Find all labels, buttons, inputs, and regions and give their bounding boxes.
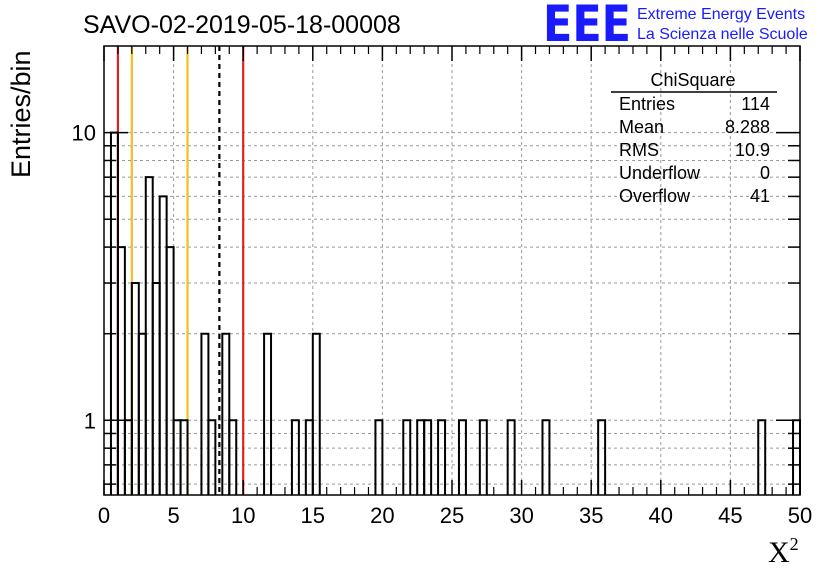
- stats-value: 0: [760, 163, 770, 183]
- histogram-bin: [290, 419, 300, 495]
- axis-ticks: [103, 46, 801, 495]
- eee-branding: EEE Extreme Energy Events La Scienza nel…: [543, 0, 808, 53]
- stats-value: 8.288: [725, 117, 770, 137]
- x-axis-label: X2: [768, 534, 799, 569]
- y-tick-label: 10: [72, 121, 96, 146]
- x-tick-label: 30: [509, 503, 533, 528]
- stats-value: 10.9: [735, 140, 770, 160]
- x-tick-label: 35: [579, 503, 603, 528]
- stats-label: Overflow: [619, 186, 691, 206]
- histogram-bin: [757, 419, 767, 495]
- histogram-bin: [597, 419, 607, 495]
- stats-title: ChiSquare: [650, 70, 735, 90]
- histogram-bin: [200, 332, 210, 495]
- stats-label: Underflow: [619, 163, 701, 183]
- eee-logo: EEE: [543, 0, 631, 53]
- histogram-bin: [541, 419, 551, 495]
- histogram-bin: [478, 419, 488, 495]
- histogram-bin: [374, 419, 384, 495]
- x-tick-label: 10: [231, 503, 255, 528]
- x-tick-label: 0: [98, 503, 110, 528]
- stats-label: RMS: [619, 140, 659, 160]
- histogram-bin: [207, 419, 217, 495]
- histogram-bin: [151, 282, 161, 495]
- histogram-bars: [109, 131, 801, 495]
- stats-label: Mean: [619, 117, 664, 137]
- histogram-bin: [179, 419, 189, 495]
- x-axis-label-superscript: 2: [790, 534, 799, 554]
- histogram-bin: [165, 246, 175, 495]
- stats-box: ChiSquare Entries 114 Mean 8.288 RMS 10.9 Unde…: [611, 70, 777, 206]
- x-axis-label-base: X: [768, 536, 790, 569]
- stats-label: Entries: [619, 94, 675, 114]
- x-tick-label: 40: [649, 503, 673, 528]
- x-tick-label: 45: [718, 503, 742, 528]
- histogram-bin: [263, 332, 273, 495]
- histogram-bin: [158, 195, 168, 495]
- y-axis-label: Entries/bin: [6, 50, 36, 178]
- histogram-bin: [437, 419, 447, 495]
- x-tick-label: 25: [440, 503, 464, 528]
- histogram-bin: [506, 419, 516, 495]
- x-tick-label: 5: [167, 503, 179, 528]
- axis-tick-labels: 0 5 10 15 20 25 30 35 40 45 50 1 10: [72, 121, 813, 528]
- stats-value: 41: [750, 186, 770, 206]
- y-tick-label: 1: [84, 408, 96, 433]
- branding-line-1: Extreme Energy Events: [637, 6, 805, 23]
- x-tick-label: 20: [370, 503, 394, 528]
- histogram-bin: [137, 332, 147, 495]
- chart-title: SAVO-02-2019-05-18-00008: [83, 11, 401, 39]
- histogram-bin: [402, 419, 412, 495]
- histogram-bin: [144, 176, 154, 495]
- histogram-bin: [423, 419, 433, 495]
- histogram-bin: [311, 332, 321, 495]
- histogram-bin: [116, 246, 126, 495]
- x-tick-label: 15: [301, 503, 325, 528]
- branding-line-2: La Scienza nelle Scuole: [637, 26, 808, 43]
- histogram-bin: [221, 332, 231, 495]
- stats-rows: Entries 114 Mean 8.288 RMS 10.9 Underflow 0 Over…: [619, 94, 770, 206]
- histogram-bin: [228, 419, 238, 495]
- x-tick-label: 50: [788, 503, 812, 528]
- stats-value: 114: [741, 94, 770, 114]
- histogram-bin: [457, 419, 467, 495]
